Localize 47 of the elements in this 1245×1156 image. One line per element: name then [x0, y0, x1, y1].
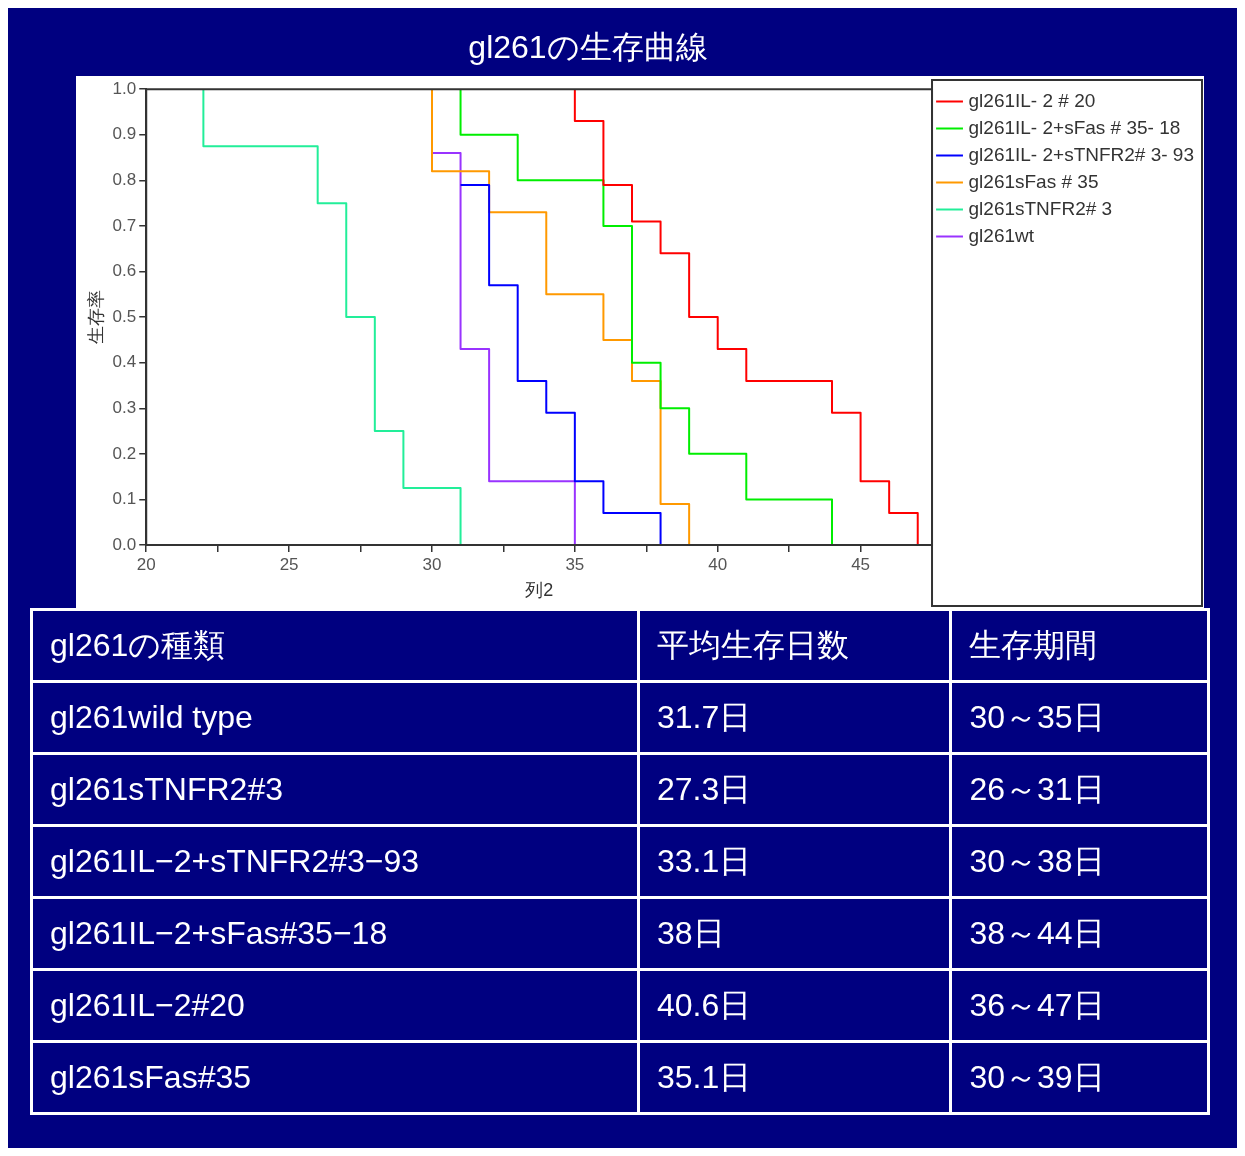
text: 38～44日 [949, 899, 1207, 968]
x-tick-label: 25 [279, 554, 299, 574]
text: 26～31日 [949, 755, 1207, 824]
y-tick-label: 0.3 [112, 397, 137, 417]
text: gl261wild type [49, 698, 254, 737]
text: 33.1日 [636, 827, 950, 896]
x-tick-label: 30 [422, 554, 442, 574]
y-axis-title: 生存率 [85, 290, 106, 345]
text: 30～38日 [949, 827, 1207, 896]
text: gl261IL−2#20 [49, 986, 246, 1025]
legend-label: gl261sFas # 35 [968, 170, 1099, 192]
text: gl261sTNFR2#3 [49, 770, 284, 809]
text: 平均生存日数 [636, 611, 950, 680]
y-tick-label: 0.1 [112, 489, 137, 509]
text: gl261sFas#35 [49, 1058, 253, 1097]
text: 36～47日 [949, 971, 1207, 1040]
x-tick-label: 45 [851, 554, 871, 574]
text: 40.6日 [636, 971, 950, 1040]
x-tick-label: 35 [565, 554, 585, 574]
text: 30～35日 [949, 683, 1207, 752]
text: 27.3日 [636, 755, 950, 824]
y-tick-label: 0.4 [112, 352, 137, 372]
y-tick-label: 0.2 [112, 443, 137, 463]
y-tick-label: 0.8 [112, 170, 137, 190]
text: gl261IL−2+sTNFR2#3−93 [49, 842, 421, 881]
legend-label: gl261IL- 2+sFas # 35- 18 [968, 116, 1181, 138]
y-tick-label: 0.0 [112, 534, 137, 554]
y-tick-label: 1.0 [112, 78, 137, 98]
legend-label: gl261sTNFR2# 3 [968, 197, 1113, 219]
legend-label: gl261wt [968, 224, 1035, 246]
text: gl261の種類 [49, 625, 227, 665]
x-tick-label: 40 [708, 554, 728, 574]
legend-label: gl261IL- 2+sTNFR2# 3- 93 [968, 143, 1195, 165]
chart-title: gl261の生存曲線 [467, 28, 709, 67]
text: 35.1日 [636, 1043, 950, 1112]
text: 38日 [636, 899, 950, 968]
text: 30～39日 [949, 1043, 1207, 1112]
x-axis-title: 列2 [525, 580, 554, 601]
y-tick-label: 0.9 [112, 124, 137, 144]
text: gl261IL−2+sFas#35−18 [49, 914, 389, 953]
x-tick-label: 20 [136, 554, 156, 574]
text: 生存期間 [949, 611, 1207, 680]
y-tick-label: 0.5 [112, 306, 137, 326]
legend-label: gl261IL- 2 # 20 [968, 89, 1096, 111]
y-tick-label: 0.7 [112, 215, 137, 235]
y-tick-label: 0.6 [112, 261, 137, 281]
text: 31.7日 [636, 683, 950, 752]
